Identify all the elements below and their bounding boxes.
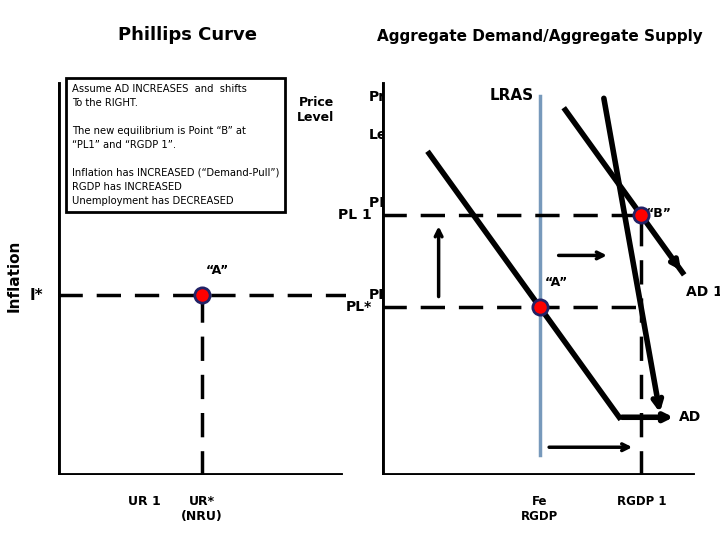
Text: AD 1: AD 1 [685, 285, 720, 299]
Text: PL 1: PL 1 [369, 197, 402, 211]
Text: Aggregate Demand/Aggregate Supply: Aggregate Demand/Aggregate Supply [377, 29, 703, 44]
Text: “A”: “A” [206, 265, 229, 278]
Text: LRAS: LRAS [490, 87, 534, 103]
Text: Inflation: Inflation [7, 239, 22, 312]
Text: PL*: PL* [346, 300, 372, 314]
Text: Price: Price [369, 90, 408, 104]
Text: Phillips Curve: Phillips Curve [117, 25, 257, 44]
Text: Assume AD INCREASES  and  shifts
To the RIGHT.

The new equilibrium is Point “B”: Assume AD INCREASES and shifts To the RI… [72, 84, 279, 206]
Text: “A”: “A” [545, 276, 568, 289]
Text: AD: AD [680, 410, 702, 424]
Text: Price
Level: Price Level [297, 96, 334, 124]
Text: PL*: PL* [369, 288, 395, 302]
Text: Level: Level [369, 127, 410, 141]
Text: UR 1: UR 1 [127, 495, 161, 508]
Text: “B”: “B” [646, 207, 672, 220]
Text: UR*
(NRU): UR* (NRU) [181, 495, 222, 523]
Text: PL 1: PL 1 [338, 208, 372, 222]
Text: RGDP 1: RGDP 1 [616, 495, 666, 508]
Text: Fe
RGDP: Fe RGDP [521, 495, 559, 523]
Text: I*: I* [30, 288, 43, 303]
